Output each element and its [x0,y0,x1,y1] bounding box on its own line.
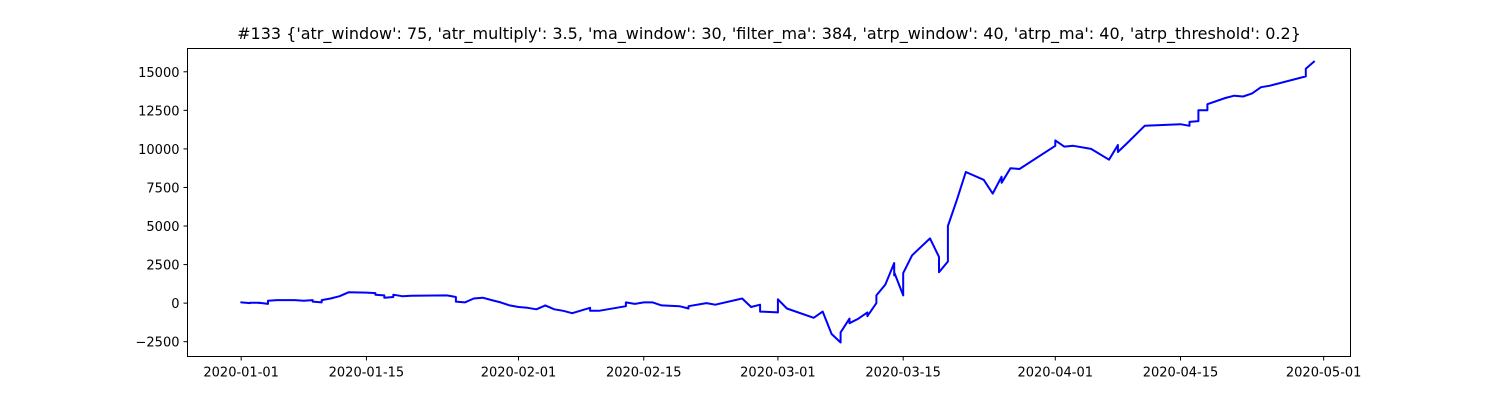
x-tick-label: 2020-04-15 [1143,366,1219,381]
plot-frame [187,48,1351,357]
plot-area [240,60,1316,344]
x-tick-label: 2020-03-15 [865,366,941,381]
y-tick-label: 15000 [138,66,179,81]
y-tick-label: −2500 [136,336,180,351]
x-tick-label: 2020-01-15 [329,366,405,381]
y-tick-label: 5000 [146,220,179,235]
y-tick-label: 2500 [146,259,179,274]
x-tick-label: 2020-02-15 [606,366,682,381]
x-tick-label: 2020-04-01 [1017,366,1093,381]
y-tick-label: 0 [171,297,179,312]
x-tick-label: 2020-05-01 [1286,366,1362,381]
y-tick-label: 12500 [138,104,179,119]
x-tick-label: 2020-01-01 [203,366,279,381]
y-axis: −2500 0 2500 5000 7500 10000 12500 15000 [136,66,188,351]
x-axis: 2020-01-01 2020-01-15 2020-02-01 2020-02-15… [203,356,1362,381]
equity-line [240,60,1316,344]
y-tick-label: 7500 [146,181,179,196]
x-tick-label: 2020-02-01 [481,366,557,381]
chart-title: #133 {'atr_window': 75, 'atr_multiply': … [237,24,1301,44]
y-tick-label: 10000 [138,143,179,158]
x-tick-label: 2020-03-01 [740,366,816,381]
